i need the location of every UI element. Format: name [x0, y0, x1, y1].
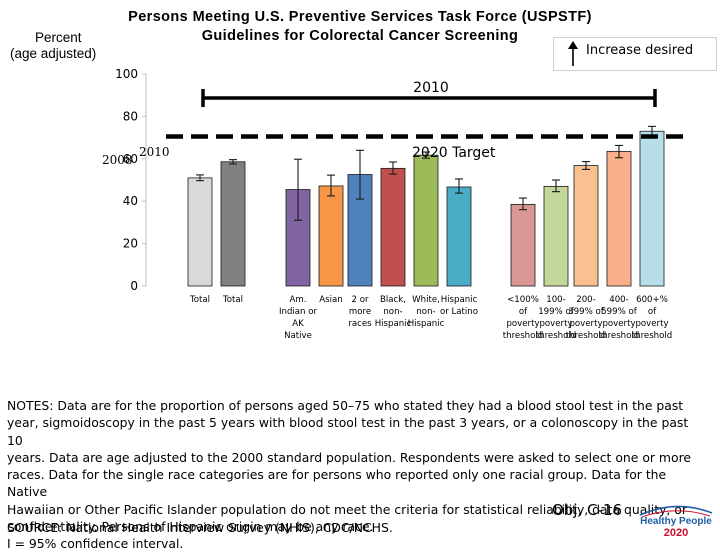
category-label: threshold: [566, 331, 606, 341]
category-label: Hispanic: [441, 295, 478, 305]
baseline-year-label: 2010: [139, 145, 170, 159]
baseline-year-label: 2008: [102, 153, 133, 167]
category-label: non-: [416, 307, 435, 317]
category-label: poverty: [602, 319, 635, 329]
category-label: Indian or: [279, 307, 318, 317]
category-label: poverty: [569, 319, 602, 329]
up-arrow-icon: [568, 41, 578, 66]
healthy-people-logo: Healthy People 2020: [639, 505, 713, 539]
y-tick-label: 60: [123, 152, 138, 166]
category-label: more: [349, 307, 371, 317]
bar: [446, 186, 472, 287]
target-label: 2020 Target: [412, 145, 496, 161]
category-label: 399% of: [568, 307, 605, 317]
bar: [510, 203, 536, 287]
category-label: Total: [222, 295, 243, 305]
category-label: non-: [383, 307, 402, 317]
bar: [543, 185, 569, 287]
category-label: Total: [189, 295, 210, 305]
category-label: poverty: [539, 319, 572, 329]
objective-code: Obj. C-16: [552, 501, 623, 519]
category-label: threshold: [632, 331, 672, 341]
increase-desired-label: Increase desired: [586, 43, 694, 58]
bar: [606, 150, 632, 287]
notes-line: Hawaiian or Other Pacific Islander popul…: [7, 501, 687, 517]
bar: [413, 154, 439, 287]
y-axis-label-line-2: (age adjusted): [10, 46, 97, 61]
category-label: 2 or: [352, 295, 369, 305]
bar: [573, 165, 599, 287]
notes-line: years. Data are age adjusted to the 2000…: [7, 449, 692, 465]
chart-title-line-1: Persons Meeting U.S. Preventive Services…: [128, 9, 592, 25]
category-label: Hispanic: [375, 319, 412, 329]
category-label: threshold: [503, 331, 543, 341]
y-tick-label: 80: [123, 109, 138, 123]
category-label: of: [519, 307, 528, 317]
category-label: races: [348, 319, 372, 329]
increase-desired-box: [553, 37, 717, 71]
bar: [220, 161, 246, 287]
y-tick-label: 40: [123, 194, 138, 208]
y-tick-label: 20: [123, 237, 138, 251]
logo-text-line-2: 2020: [664, 527, 688, 539]
category-label: 400-: [609, 295, 629, 305]
category-label: or Latino: [440, 307, 478, 317]
y-tick-label: 100: [115, 67, 138, 81]
category-label: 200-: [576, 295, 596, 305]
category-label: Am.: [290, 295, 307, 305]
y-tick-label: 0: [130, 279, 138, 293]
chart-title: Persons Meeting U.S. Preventive Services…: [60, 8, 660, 46]
bar-chart: 0 20 40 60 80 100 Total Total Am. Indian or AK Nati…: [102, 67, 688, 341]
bar: [187, 177, 213, 287]
notes-block: NOTES: Data are for the proportion of pe…: [7, 397, 707, 553]
period-label: 2010: [413, 80, 449, 96]
notes-line: NOTES: Data are for the proportion of pe…: [7, 398, 684, 413]
notes-line: confidentiality. Persons of Hispanic ori…: [7, 519, 374, 535]
category-label: White,: [412, 295, 440, 305]
logo-arc-icon: [639, 505, 713, 516]
chart-title-line-2: Guidelines for Colorectal Cancer Screeni…: [201, 28, 519, 44]
category-label: 600+%: [636, 295, 668, 305]
bar: [318, 185, 344, 287]
category-label: threshold: [536, 331, 576, 341]
category-label: Asian: [319, 295, 342, 305]
bar: [639, 130, 665, 287]
category-label: AK: [292, 319, 304, 329]
source-text: SOURCE: National Health Interview Survey…: [7, 520, 393, 535]
logo-text-line-1: Healthy People: [640, 516, 712, 527]
category-label: Black,: [380, 295, 406, 305]
notes-line: I = 95% confidence interval.: [7, 536, 184, 552]
category-label: Native: [284, 331, 312, 341]
notes-line: races. Data for the single race categori…: [7, 467, 667, 500]
y-axis-label-line-1: Percent: [35, 30, 82, 45]
category-label: Hispanic: [408, 319, 445, 329]
category-label: 599% of: [601, 307, 638, 317]
category-label: 199% of: [538, 307, 575, 317]
bar: [380, 167, 406, 287]
category-label: poverty: [635, 319, 668, 329]
category-label: 100-: [546, 295, 566, 305]
category-label: <100%: [507, 295, 539, 305]
notes-line: year, sigmoidoscopy in the past 5 years …: [7, 415, 689, 448]
category-label: threshold: [599, 331, 639, 341]
category-label: poverty: [506, 319, 539, 329]
category-label: of: [648, 307, 657, 317]
